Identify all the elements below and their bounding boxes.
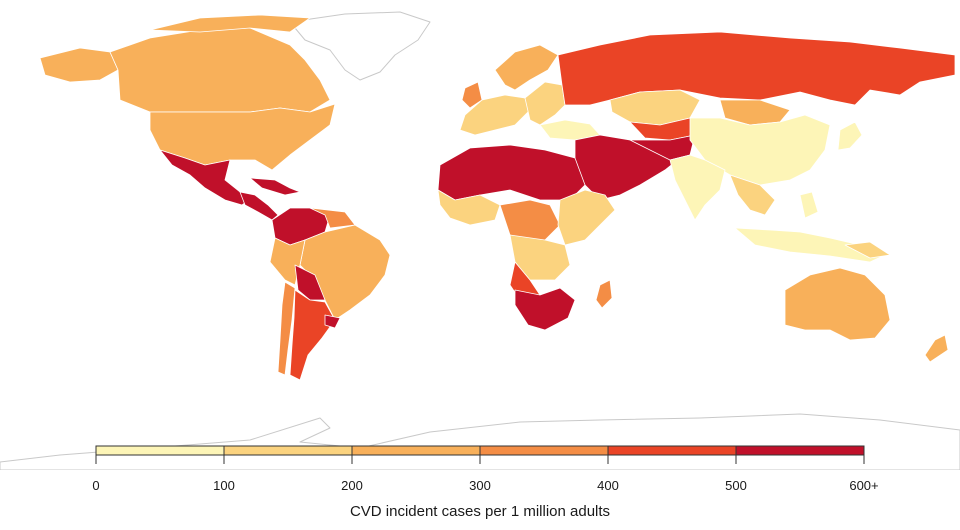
region-caribbean — [249, 177, 301, 196]
legend-tick-label: 300 — [469, 478, 491, 493]
region-guyanas — [309, 207, 356, 229]
region-canada-islands — [149, 14, 311, 33]
legend-tick-label: 200 — [341, 478, 363, 493]
region-greenland — [289, 11, 431, 81]
region-chile — [277, 281, 296, 376]
legend-bin-300-400 — [480, 446, 608, 455]
region-western-europe — [459, 94, 531, 136]
region-scandinavia — [494, 44, 559, 91]
region-bolivia — [294, 264, 326, 301]
region-russia — [557, 31, 956, 106]
legend-tick-label: 0 — [92, 478, 99, 493]
legend-tick-label: 600+ — [849, 478, 878, 493]
region-eastern-europe — [524, 81, 566, 126]
region-southeast-asia — [729, 174, 776, 216]
region-papua — [844, 241, 891, 259]
region-new-zealand — [924, 334, 949, 363]
region-east-africa — [557, 189, 616, 246]
region-india — [669, 154, 726, 221]
region-uruguay — [324, 314, 341, 329]
legend-ticks: 0 100 200 300 400 500 600+ — [92, 446, 879, 493]
color-legend: 0 100 200 300 400 500 600+ CVD incident cases … — [92, 445, 879, 520]
legend-bin-400-500 — [608, 446, 736, 455]
legend-tick-label: 400 — [597, 478, 619, 493]
world-choropleth-map — [0, 11, 960, 470]
region-west-africa — [437, 189, 501, 226]
region-antarctica — [0, 413, 960, 470]
legend-tick-label: 500 — [725, 478, 747, 493]
region-argentina — [289, 289, 336, 381]
region-philippines — [799, 191, 819, 219]
region-north-africa — [437, 144, 586, 201]
legend-tick-label: 100 — [213, 478, 235, 493]
legend-bin-0-100 — [96, 446, 224, 455]
legend-bin-100-200 — [224, 446, 352, 455]
region-canada — [109, 27, 331, 113]
region-uk — [461, 81, 483, 109]
region-australia — [784, 267, 891, 341]
legend-bin-500-600+ — [736, 446, 864, 455]
legend-bin-200-300 — [352, 446, 480, 455]
region-central-america — [239, 191, 279, 221]
region-alaska — [39, 47, 119, 83]
region-japan — [837, 121, 863, 151]
region-southern-africa — [514, 287, 576, 331]
legend-title: CVD incident cases per 1 million adults — [350, 503, 610, 520]
region-madagascar — [595, 279, 613, 309]
